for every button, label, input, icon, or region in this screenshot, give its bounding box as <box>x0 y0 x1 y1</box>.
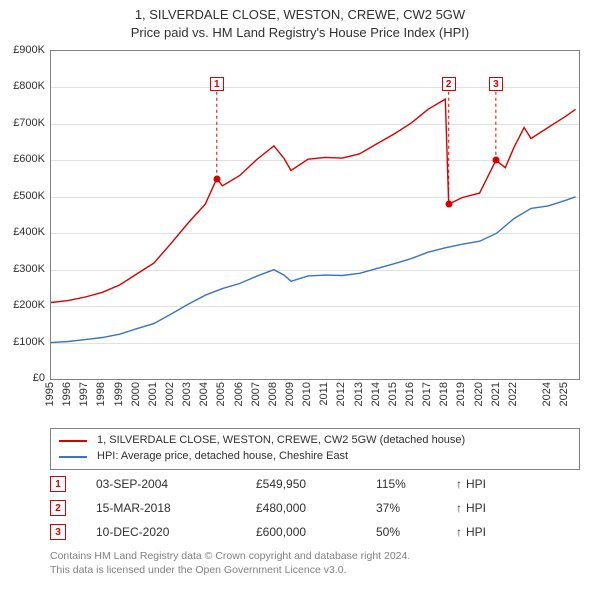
x-tick-label: 1996 <box>61 382 73 406</box>
x-tick-label: 2011 <box>318 382 330 406</box>
sale-hpi: HPI <box>462 525 526 539</box>
sales-row: 3 10-DEC-2020 £600,000 50% ↑ HPI <box>50 520 580 544</box>
series-property <box>51 99 576 302</box>
x-tick-label: 2012 <box>335 382 347 406</box>
y-tick-label: £700K <box>1 117 45 129</box>
sale-hpi: HPI <box>462 477 526 491</box>
sale-price: £549,950 <box>256 477 376 491</box>
x-tick-label: 2019 <box>455 382 467 406</box>
x-tick-label: 2001 <box>147 382 159 406</box>
x-tick-label: 2010 <box>301 382 313 406</box>
x-tick-label: 2009 <box>284 382 296 406</box>
x-tick-label: 2007 <box>250 382 262 406</box>
sale-badge-on-chart: 1 <box>210 77 224 91</box>
x-tick-label: 1999 <box>113 382 125 406</box>
y-tick-label: £500K <box>1 190 45 202</box>
legend: 1, SILVERDALE CLOSE, WESTON, CREWE, CW2 … <box>50 428 580 470</box>
sale-marker-dot <box>445 201 452 208</box>
sales-table: 1 03-SEP-2004 £549,950 115% ↑ HPI 2 15-M… <box>50 472 580 544</box>
sale-price: £480,000 <box>256 501 376 515</box>
x-tick-label: 2003 <box>181 382 193 406</box>
legend-label-hpi: HPI: Average price, detached house, Ches… <box>97 449 348 465</box>
sale-badge-2: 2 <box>50 500 66 516</box>
x-tick-label: 2018 <box>438 382 450 406</box>
title-line-1: 1, SILVERDALE CLOSE, WESTON, CREWE, CW2 … <box>135 7 465 22</box>
sale-badge-on-chart: 3 <box>489 77 503 91</box>
y-tick-label: £800K <box>1 80 45 92</box>
x-tick-label: 2005 <box>215 382 227 406</box>
x-tick-label: 2014 <box>370 382 382 406</box>
x-tick-label: 2020 <box>473 382 485 406</box>
sale-marker-dot <box>213 175 220 182</box>
legend-item-hpi: HPI: Average price, detached house, Ches… <box>59 449 571 465</box>
legend-swatch-property <box>59 440 87 442</box>
legend-swatch-hpi <box>59 456 87 458</box>
x-tick-label: 2021 <box>490 382 502 406</box>
x-tick-label: 2025 <box>558 382 570 406</box>
footer-line-2: This data is licensed under the Open Gov… <box>50 564 580 578</box>
sales-row: 1 03-SEP-2004 £549,950 115% ↑ HPI <box>50 472 580 496</box>
sale-marker-dot <box>492 157 499 164</box>
x-tick-label: 2008 <box>267 382 279 406</box>
series-hpi <box>51 197 576 343</box>
x-tick-label: 2013 <box>353 382 365 406</box>
y-tick-label: £100K <box>1 336 45 348</box>
legend-label-property: 1, SILVERDALE CLOSE, WESTON, CREWE, CW2 … <box>97 433 465 449</box>
legend-item-property: 1, SILVERDALE CLOSE, WESTON, CREWE, CW2 … <box>59 433 571 449</box>
title-line-2: Price paid vs. HM Land Registry's House … <box>0 24 600 42</box>
footer-line-1: Contains HM Land Registry data © Crown c… <box>50 550 580 564</box>
attribution-footer: Contains HM Land Registry data © Crown c… <box>50 550 580 577</box>
y-tick-label: £300K <box>1 263 45 275</box>
x-tick-label: 2016 <box>404 382 416 406</box>
y-tick-label: £900K <box>1 44 45 56</box>
line-chart: 1 2 3 <box>50 50 580 380</box>
x-tick-label: 1998 <box>95 382 107 406</box>
x-tick-label: 2004 <box>198 382 210 406</box>
sale-hpi: HPI <box>462 501 526 515</box>
sale-date: 03-SEP-2004 <box>66 477 256 491</box>
y-tick-label: £200K <box>1 299 45 311</box>
sale-price: £600,000 <box>256 525 376 539</box>
sale-pct: 37% <box>376 501 456 515</box>
x-tick-label: 2015 <box>387 382 399 406</box>
sale-date: 15-MAR-2018 <box>66 501 256 515</box>
sale-badge-on-chart: 2 <box>442 77 456 91</box>
y-tick-label: £0 <box>1 372 45 384</box>
x-tick-label: 2006 <box>233 382 245 406</box>
sales-row: 2 15-MAR-2018 £480,000 37% ↑ HPI <box>50 496 580 520</box>
x-tick-label: 1995 <box>44 382 56 406</box>
y-tick-label: £600K <box>1 153 45 165</box>
x-tick-label: 1997 <box>78 382 90 406</box>
x-tick-label: 2000 <box>130 382 142 406</box>
y-tick-label: £400K <box>1 226 45 238</box>
sale-pct: 115% <box>376 477 456 491</box>
chart-title: 1, SILVERDALE CLOSE, WESTON, CREWE, CW2 … <box>0 0 600 41</box>
sale-pct: 50% <box>376 525 456 539</box>
plot-svg <box>51 51 579 379</box>
sale-badge-1: 1 <box>50 476 66 492</box>
x-tick-label: 2024 <box>541 382 553 406</box>
x-tick-label: 2022 <box>507 382 519 406</box>
x-tick-label: 2002 <box>164 382 176 406</box>
x-tick-label: 2017 <box>421 382 433 406</box>
sale-badge-3: 3 <box>50 524 66 540</box>
sale-date: 10-DEC-2020 <box>66 525 256 539</box>
